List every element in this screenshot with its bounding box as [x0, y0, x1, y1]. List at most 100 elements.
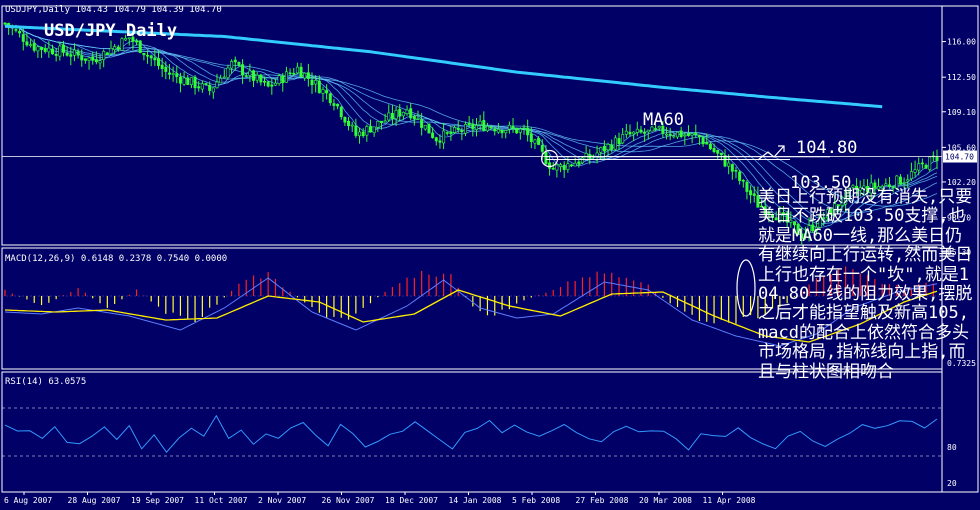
candle-body [548, 162, 552, 169]
candle-body [127, 37, 131, 40]
candle-body [632, 131, 636, 135]
candle-body [32, 42, 36, 51]
candle-body [332, 103, 336, 106]
candle-body [928, 156, 932, 170]
candle-body [434, 137, 438, 142]
candle-body [522, 127, 526, 130]
candle-body [730, 164, 734, 172]
candle-body [317, 80, 321, 94]
candle-body [233, 59, 237, 63]
candle-body [131, 36, 135, 42]
candle-body [270, 84, 274, 87]
level-lines [2, 145, 942, 317]
candle-body [880, 185, 884, 189]
rsi-line [2, 407, 942, 457]
candle-body [847, 187, 851, 193]
candle-body [570, 164, 574, 167]
candle-body [343, 117, 347, 123]
candle-body [771, 214, 775, 218]
candle-body [478, 120, 482, 125]
candle-body [120, 38, 124, 51]
candle-body [314, 80, 318, 85]
candle-body [226, 67, 230, 78]
candle-body [471, 123, 475, 130]
candle-body [368, 126, 372, 133]
time-tick-label: 27 Feb 2008 [576, 496, 629, 505]
candle-body [924, 164, 928, 169]
current-price-label: 104.70 [945, 153, 974, 162]
candle-body [654, 128, 658, 130]
rsi-path [4, 414, 938, 454]
candle-body [102, 51, 106, 60]
candle-body [365, 126, 369, 136]
candle-body [445, 132, 449, 134]
candle-body [237, 61, 241, 66]
candle-body [785, 212, 789, 223]
candle-body [760, 205, 764, 208]
candle-body [686, 133, 690, 136]
candle-body [814, 226, 818, 231]
candle-body [646, 129, 650, 133]
candle-body [898, 176, 902, 185]
candle-body [87, 57, 91, 61]
candle-body [420, 119, 424, 128]
candle-body [877, 186, 881, 190]
macd-lines [4, 277, 938, 347]
candle-body [61, 44, 65, 53]
rsi-title: RSI(14) 63.0575 [5, 377, 86, 387]
candle-body [58, 45, 62, 57]
candle-body [909, 171, 913, 179]
candle-body [818, 215, 822, 228]
candle-body [599, 147, 603, 153]
candle-body [504, 130, 508, 134]
candle-body [142, 52, 146, 56]
candle-body [580, 157, 584, 164]
candle-body [756, 195, 760, 208]
candle-body [650, 126, 654, 132]
candle-body [763, 206, 767, 215]
candle-body [741, 179, 745, 182]
candle-body [540, 144, 544, 152]
candle-body [906, 179, 910, 182]
rsi-tick-20: 20 [947, 479, 957, 488]
macd-signal-line [4, 289, 938, 343]
candle-body [14, 29, 18, 31]
time-tick-label: 11 Apr 2008 [703, 496, 756, 505]
candlestick-series [3, 22, 939, 245]
candle-body [401, 112, 405, 117]
candle-body [840, 202, 844, 206]
candle-body [624, 130, 628, 135]
candle-body [36, 46, 40, 52]
candle-body [792, 221, 796, 226]
candle-body [358, 131, 362, 137]
candle-body [767, 212, 771, 215]
candle-body [354, 125, 358, 136]
rsi-tick-80: 80 [947, 443, 957, 452]
moving-average-line [4, 23, 938, 234]
candle-body [825, 209, 829, 218]
price-tick-label: 102.20 [947, 178, 976, 187]
price-tick-label: 105.60 [947, 143, 976, 152]
time-tick-label: 26 Nov 2007 [322, 496, 375, 505]
candle-body [613, 137, 617, 150]
candle-body [200, 83, 204, 90]
candle-body [738, 171, 742, 181]
candle-body [712, 148, 716, 152]
candle-body [211, 87, 215, 93]
candle-body [453, 127, 457, 133]
time-axis: 6 Aug 2007 28 Aug 2007 19 Sep 2007 11 Oct 2… [4, 492, 756, 505]
resistance-label: 104.80 [796, 138, 857, 158]
candle-body [635, 128, 639, 133]
candle-body [204, 83, 208, 85]
candle-body [65, 52, 69, 56]
price-tick-label: 98.70 [947, 214, 971, 223]
candle-body [277, 75, 281, 84]
candle-body [76, 51, 80, 56]
candle-body [98, 60, 102, 64]
candle-body [72, 49, 76, 56]
candle-body [266, 81, 270, 87]
candle-body [339, 106, 343, 118]
candle-body [160, 64, 164, 69]
candle-body [844, 191, 848, 205]
